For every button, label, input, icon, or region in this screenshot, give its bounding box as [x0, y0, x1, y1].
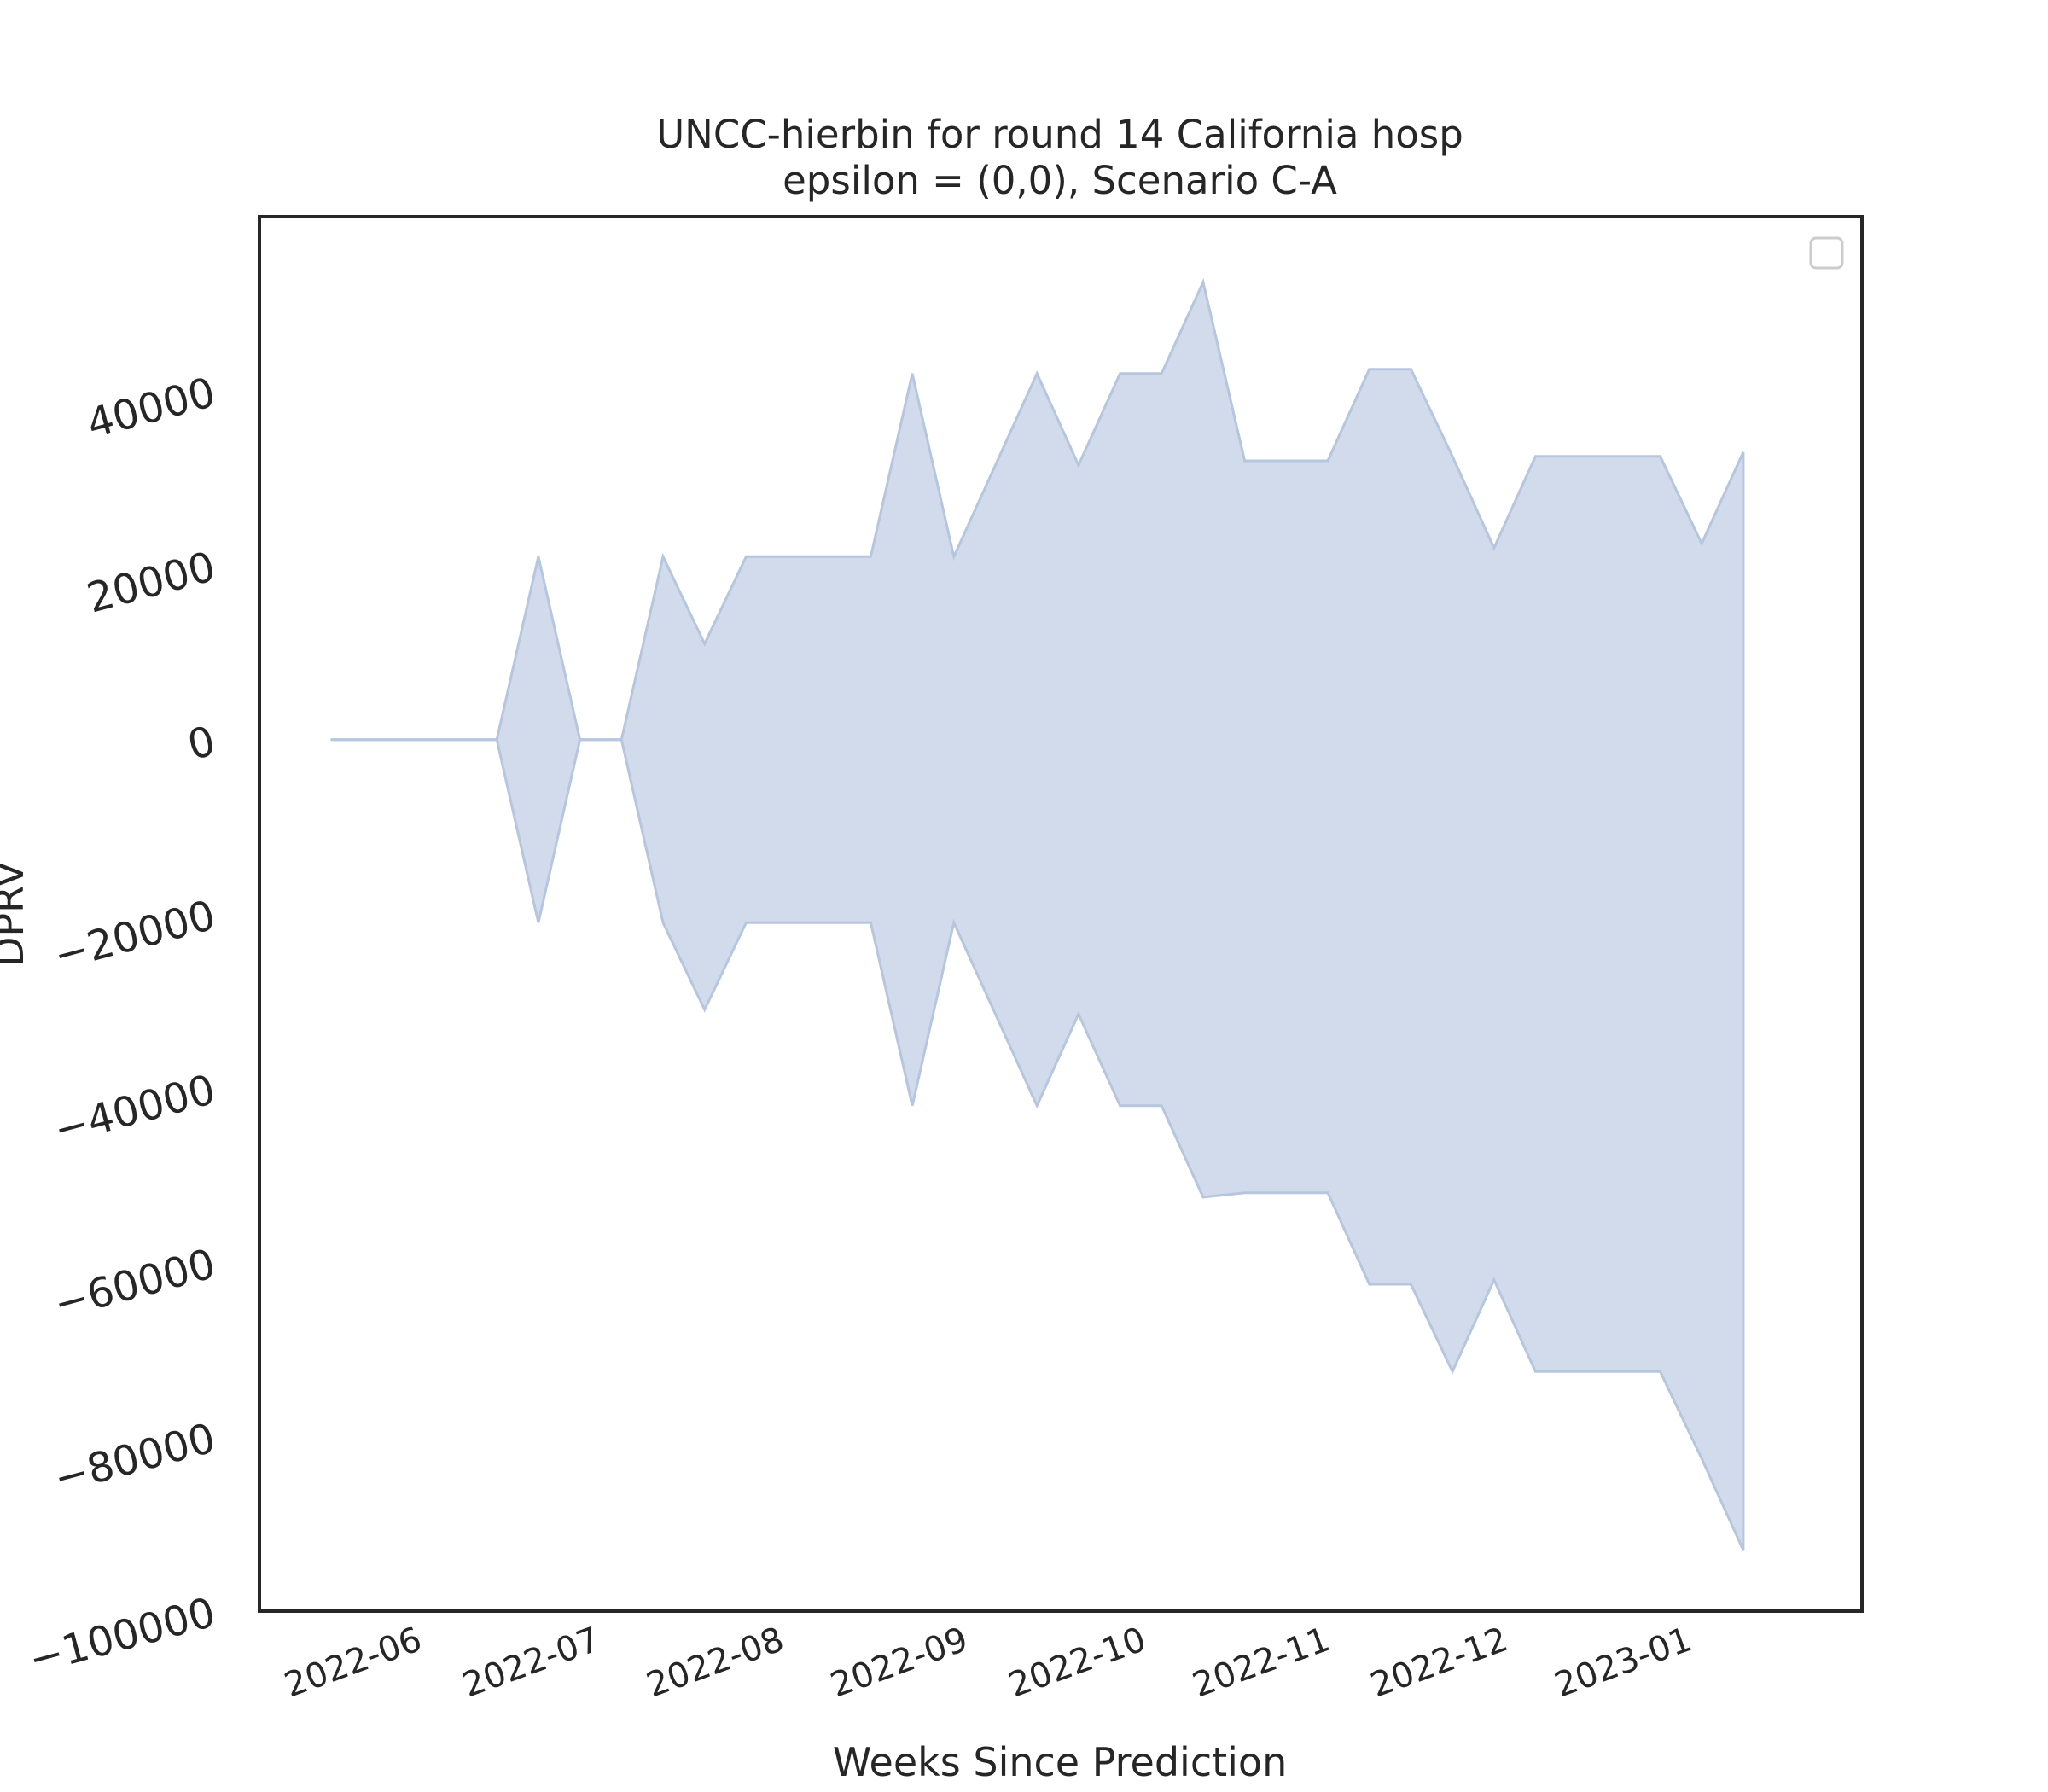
y-tick-labels: 40000 20000 0 −20000 −40000 −60000 −80000 −1000…: [24, 369, 220, 1684]
x-tick-label: 2023-01: [1550, 1620, 1697, 1705]
series-layer: [330, 277, 1745, 1551]
y-tick-label: −60000: [49, 1240, 220, 1329]
y-tick-label: 40000: [82, 369, 220, 449]
y-axis-label: DPRV: [0, 860, 32, 967]
uncertainty-band: [330, 282, 1743, 1551]
x-tick-label: 2022-12: [1365, 1620, 1513, 1705]
x-axis-label: Weeks Since Prediction: [833, 1739, 1287, 1785]
y-tick-label: 0: [183, 717, 220, 770]
y-tick-label: −80000: [49, 1414, 220, 1503]
x-tick-label: 2022-08: [642, 1620, 789, 1705]
chart-title: UNCC-hierbin for round 14 California hos…: [656, 112, 1463, 157]
x-tick-label: 2022-06: [279, 1620, 427, 1705]
y-tick-label: −100000: [24, 1588, 220, 1684]
x-tick-label: 2022-07: [457, 1620, 605, 1705]
x-tick-label: 2022-10: [1004, 1620, 1151, 1705]
y-tick-label: 20000: [82, 543, 220, 623]
plot-frame: [258, 215, 1864, 1613]
x-tick-label: 2022-09: [825, 1620, 973, 1705]
upper-bound-line: [330, 277, 1745, 742]
lower-bound-line: [330, 738, 1745, 1551]
chart-subtitle: epsilon = (0,0), Scenario C-A: [783, 158, 1337, 203]
x-tick-label: 2022-11: [1188, 1620, 1335, 1705]
legend-box: [1809, 236, 1844, 270]
y-tick-label: −40000: [49, 1066, 220, 1155]
x-tick-labels: 2022-06 2022-07 2022-08 2022-09 2022-10 2022-…: [279, 1620, 1696, 1705]
y-tick-label: −20000: [49, 891, 220, 980]
